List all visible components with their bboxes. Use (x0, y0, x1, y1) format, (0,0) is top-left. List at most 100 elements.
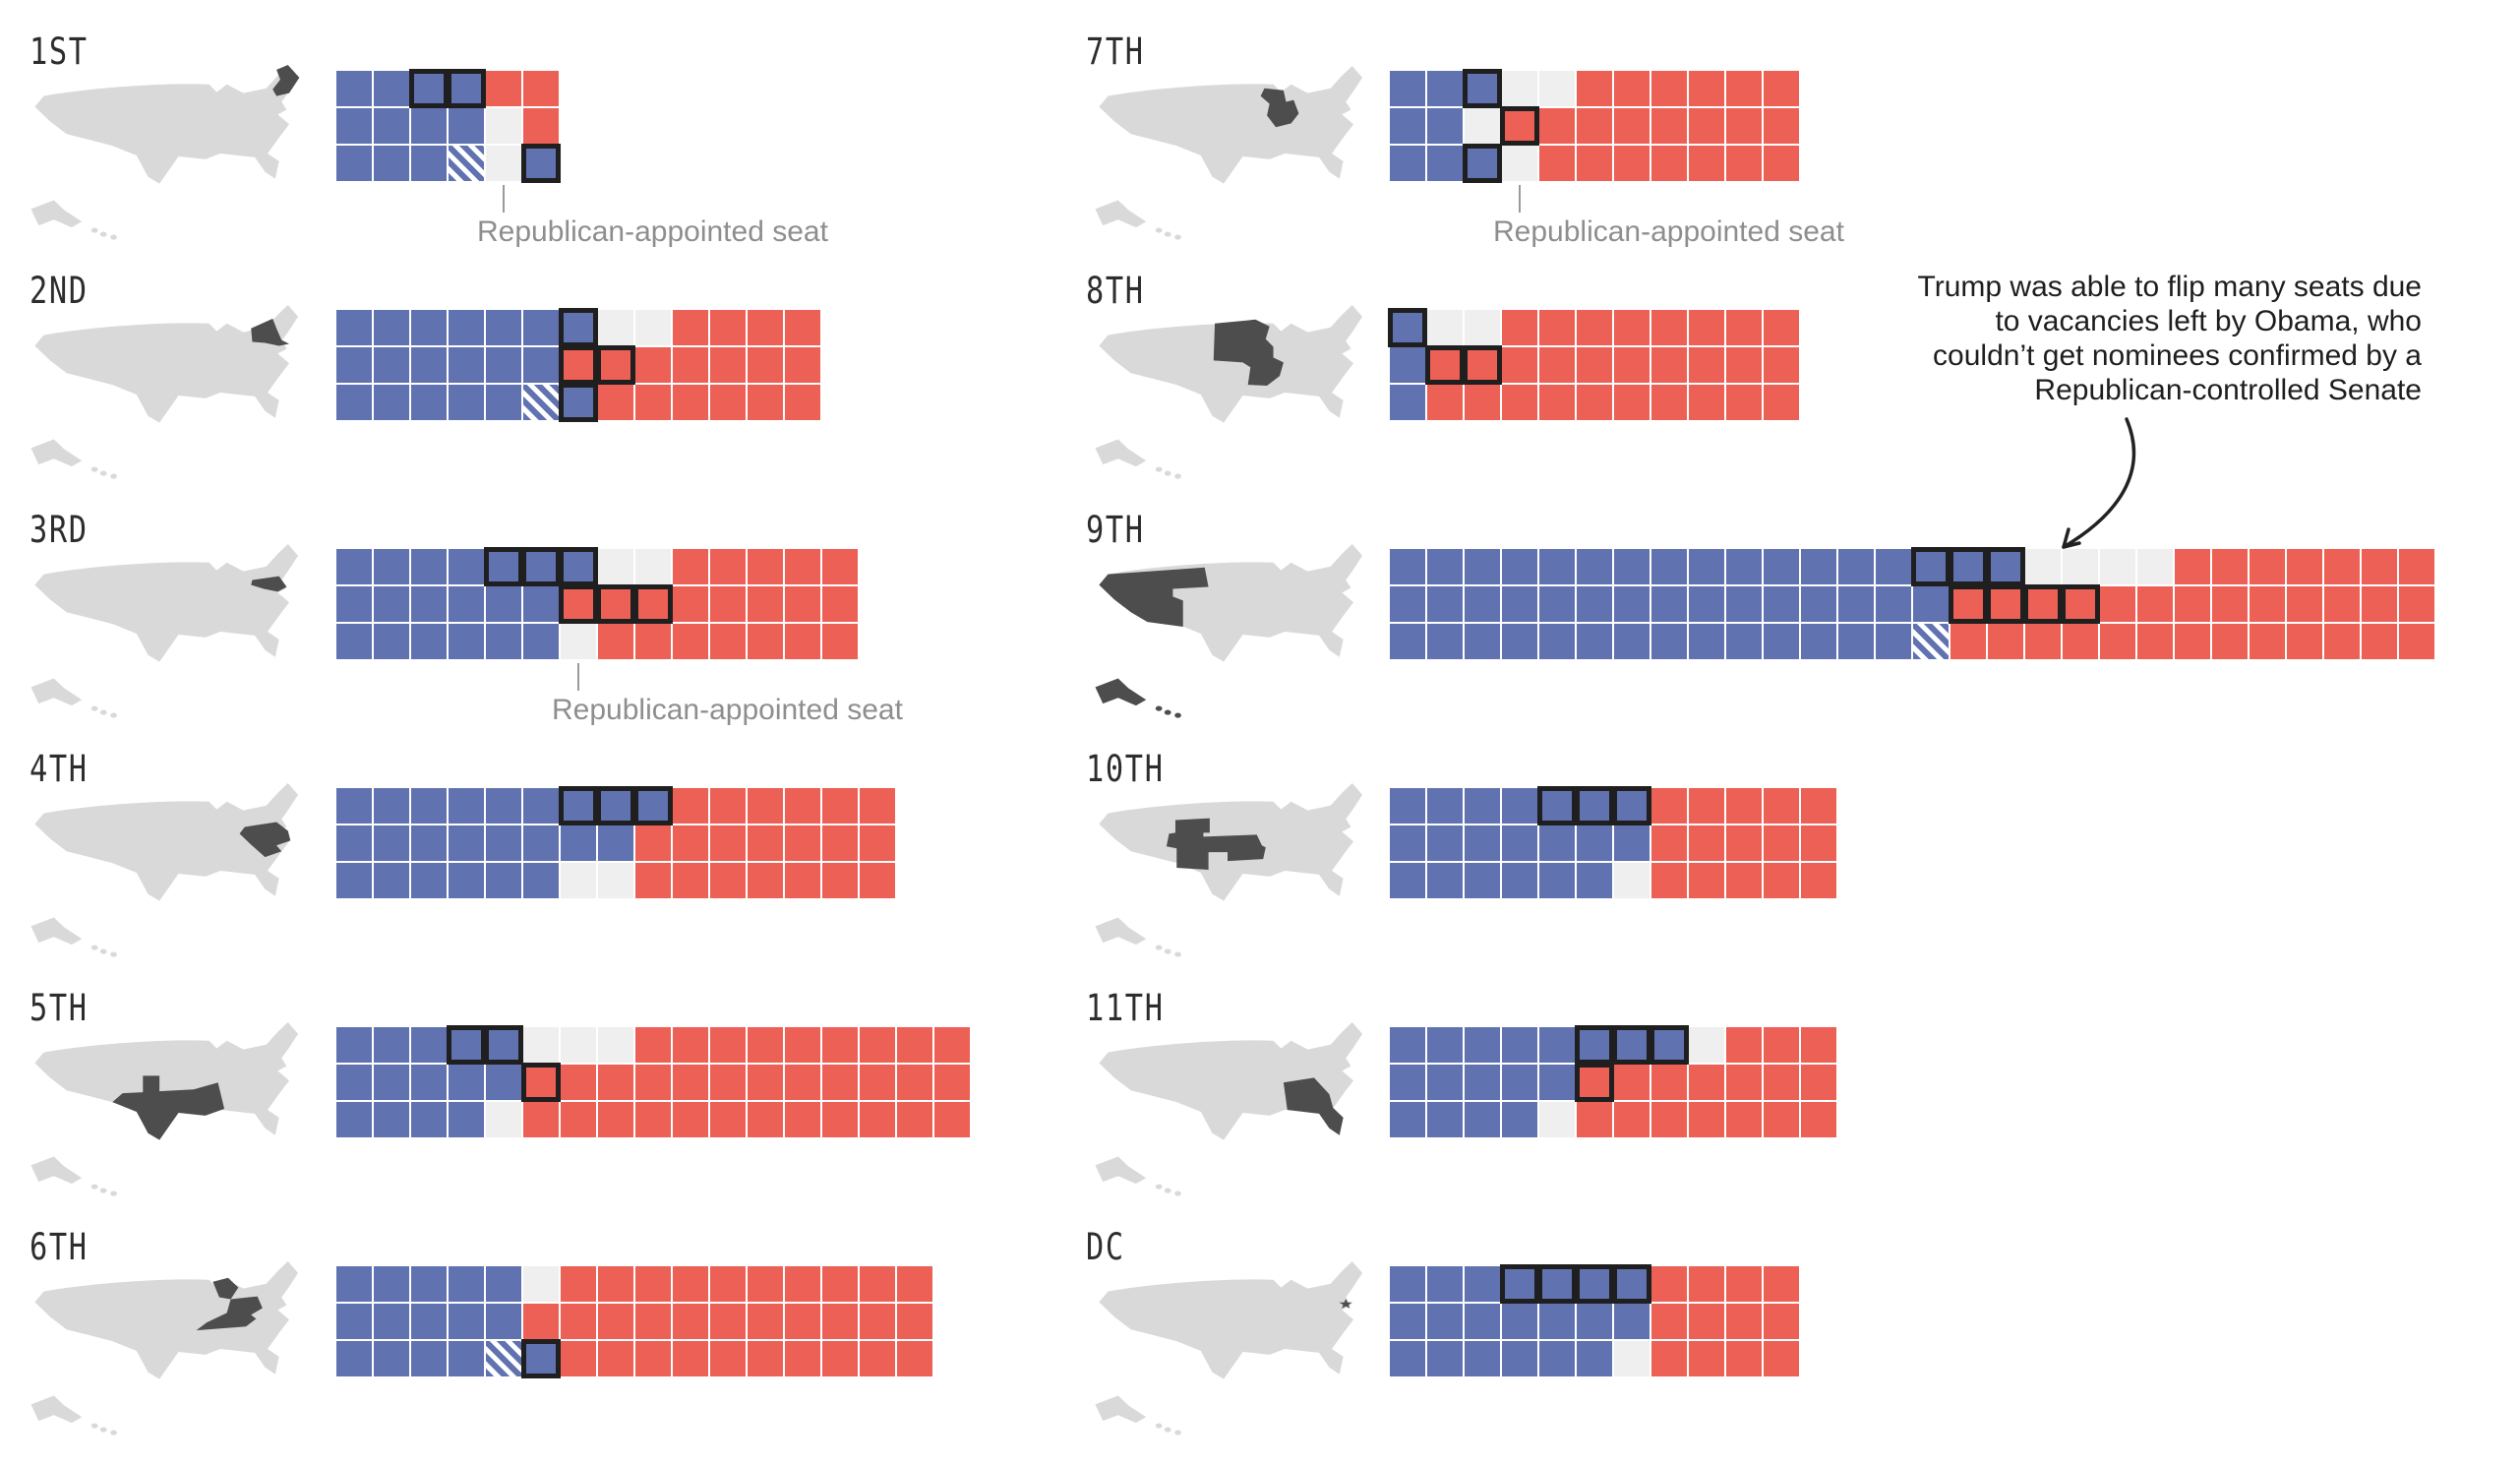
seat-cell (1614, 310, 1650, 345)
seat-cell (1801, 1065, 1836, 1100)
seat-cell (822, 1102, 858, 1137)
alaska-outline (30, 678, 83, 706)
seat-cell (374, 788, 409, 824)
seat-cell (486, 586, 521, 622)
seat-grid-9th (1390, 549, 2434, 659)
seat-cell (486, 1027, 521, 1063)
seat-cell (2362, 549, 2397, 584)
seat-cell (673, 788, 708, 824)
seat-cell (1651, 1102, 1687, 1137)
seat-cell (1689, 385, 1724, 420)
seat-cell (2025, 624, 2061, 659)
alaska-outline (1095, 917, 1147, 946)
seat-cell (1614, 146, 1650, 181)
seat-cell (411, 586, 447, 622)
seat-cell (673, 310, 708, 345)
seat-cell (411, 1102, 447, 1137)
seat-cell (1390, 863, 1425, 898)
seat-cell (336, 347, 372, 383)
highlighted-states (1166, 818, 1266, 870)
seat-cell (561, 586, 596, 622)
hawaii-dot (1164, 1188, 1171, 1193)
seat-cell (710, 586, 746, 622)
seat-cell (411, 146, 447, 181)
seat-cell (1764, 549, 1799, 584)
seat-cell (673, 1266, 708, 1302)
seat-cell (336, 586, 372, 622)
seat-cell (822, 825, 858, 861)
seat-cell (1689, 347, 1724, 383)
seat-cell (561, 825, 596, 861)
seat-cell (523, 385, 559, 420)
seat-cell (1390, 825, 1425, 861)
hawaii-dot (90, 227, 98, 233)
hawaii-dot (1155, 1184, 1163, 1190)
seat-cell (1726, 146, 1762, 181)
seat-cell (561, 624, 596, 659)
seat-cell (561, 310, 596, 345)
seat-cell (673, 1304, 708, 1339)
seat-cell (635, 788, 671, 824)
seat-cell (1577, 825, 1612, 861)
seat-cell (411, 1304, 447, 1339)
seat-cell (1577, 788, 1612, 824)
seat-cell (1614, 549, 1650, 584)
seat-cell (2100, 549, 2135, 584)
seat-cell (1614, 1304, 1650, 1339)
highlighted-states (1283, 1077, 1344, 1135)
seat-cell (598, 1266, 633, 1302)
seat-cell (2399, 624, 2434, 659)
seat-cell (1502, 549, 1537, 584)
us-map-5th (30, 1021, 299, 1196)
seat-cell (2063, 586, 2098, 622)
highlighted-states (112, 1075, 225, 1140)
seat-cell (785, 825, 820, 861)
seat-cell (486, 624, 521, 659)
seat-cell (2250, 549, 2285, 584)
seat-cell (1764, 1027, 1799, 1063)
seat-cell (449, 310, 484, 345)
seat-cell (1689, 108, 1724, 144)
seat-cell (411, 347, 447, 383)
seat-cell (1539, 1341, 1575, 1376)
seat-cell (1764, 108, 1799, 144)
seat-cell (1390, 108, 1425, 144)
seat-cell (673, 1027, 708, 1063)
seat-cell (2175, 624, 2210, 659)
us-map-11th (1095, 1021, 1363, 1196)
seat-cell (486, 108, 521, 144)
seat-cell (635, 1102, 671, 1137)
seat-cell (1427, 310, 1463, 345)
us-map-6th (30, 1260, 299, 1435)
seat-cell (374, 310, 409, 345)
seat-cell (1801, 825, 1836, 861)
seat-cell (1689, 624, 1724, 659)
seat-cell (523, 1304, 559, 1339)
seat-cell (1726, 1266, 1762, 1302)
annotation-line: to vacancies left by Obama, who (1995, 305, 2422, 337)
seat-cell (1465, 1266, 1500, 1302)
seat-cell (1427, 1266, 1463, 1302)
seat-cell (1651, 624, 1687, 659)
seat-cell (1689, 825, 1724, 861)
seat-cell (748, 385, 783, 420)
us-map-10th (1095, 782, 1363, 957)
hawaii-dot (99, 1427, 107, 1433)
seat-cell (1726, 71, 1762, 106)
seat-cell (1801, 788, 1836, 824)
seat-cell (1390, 1341, 1425, 1376)
seat-cell (1689, 1027, 1724, 1063)
seat-cell (673, 549, 708, 584)
seat-cell (336, 71, 372, 106)
us-map-1st (30, 64, 300, 240)
seat-cell (1726, 863, 1762, 898)
seat-cell (1689, 1065, 1724, 1100)
seat-cell (1876, 549, 1911, 584)
seat-cell (1876, 624, 1911, 659)
seat-cell (635, 385, 671, 420)
seat-cell (1390, 310, 1425, 345)
seat-cell (1614, 1266, 1650, 1302)
caption-label: Republican-appointed seat (477, 215, 828, 248)
seat-cell (598, 1065, 633, 1100)
seat-cell (1502, 347, 1537, 383)
